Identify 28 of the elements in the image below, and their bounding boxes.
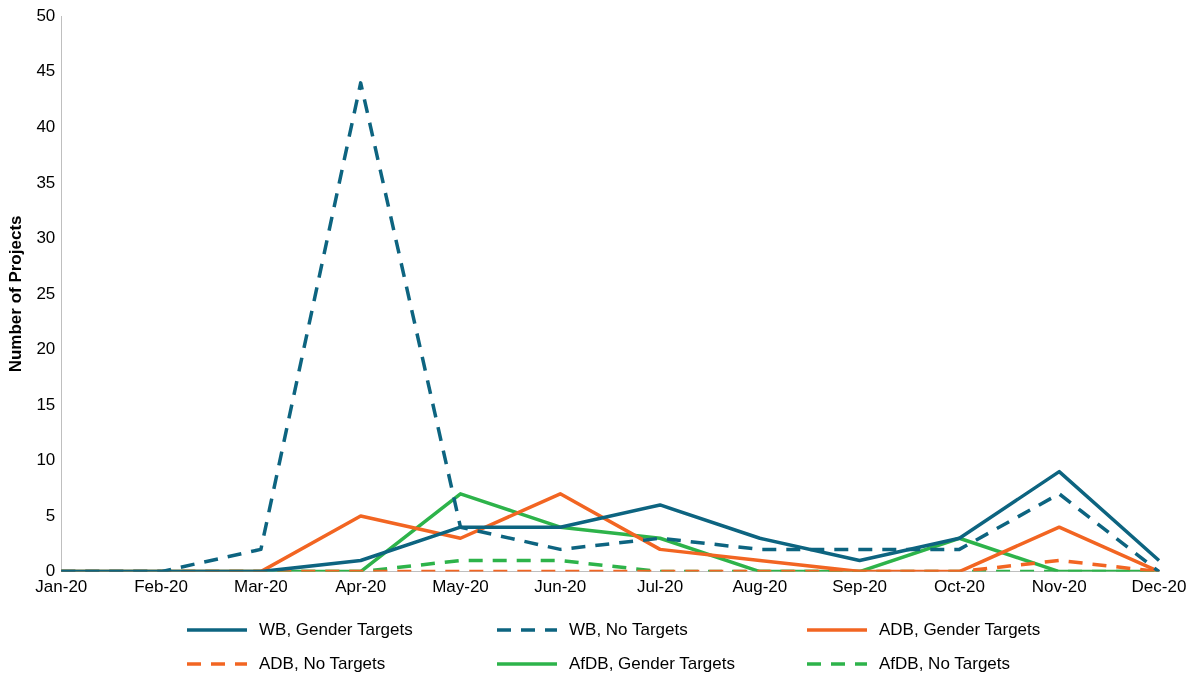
legend-label: WB, Gender Targets [259, 620, 413, 640]
y-tick-label: 50 [36, 5, 56, 25]
x-tick-label: Feb-20 [134, 577, 189, 597]
x-tick-label: Nov-20 [1031, 577, 1087, 597]
y-tick-label: 10 [36, 450, 56, 470]
y-tick-label: 15 [36, 394, 56, 414]
y-tick-label: 20 [36, 339, 56, 359]
x-tick-label: Sep-20 [832, 577, 888, 597]
y-tick-label: 40 [36, 116, 56, 136]
x-tick-label: Jun-20 [534, 577, 587, 597]
x-tick-label: Dec-20 [1131, 577, 1187, 597]
x-tick-label: May-20 [432, 577, 489, 597]
y-tick-label: 45 [36, 61, 56, 81]
x-tick-label: Oct-20 [933, 577, 985, 597]
x-tick-label: Aug-20 [732, 577, 788, 597]
x-tick-label: Apr-20 [335, 577, 387, 597]
y-tick-label: 5 [45, 505, 56, 525]
x-tick-label: Mar-20 [233, 577, 288, 597]
y-tick-label: 35 [36, 172, 56, 192]
legend-label: AfDB, Gender Targets [569, 654, 735, 674]
y-axis-title: Number of Projects [5, 215, 25, 373]
legend-label: ADB, Gender Targets [879, 620, 1041, 640]
legend-label: AfDB, No Targets [879, 654, 1011, 674]
y-tick-label: 25 [36, 283, 56, 303]
legend-label: WB, No Targets [569, 620, 688, 640]
x-tick-label: Jul-20 [636, 577, 684, 597]
legend-label: ADB, No Targets [259, 654, 386, 674]
y-tick-label: 30 [36, 228, 56, 248]
